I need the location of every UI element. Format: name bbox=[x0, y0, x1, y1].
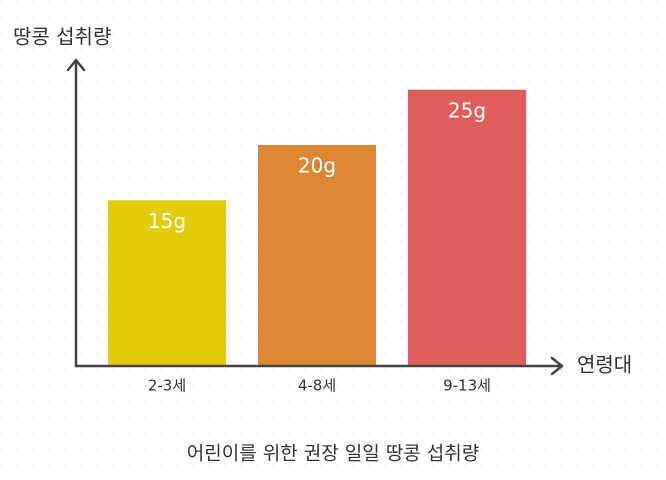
x-axis-label: 연령대 bbox=[577, 353, 632, 377]
bar bbox=[258, 145, 376, 366]
x-tick-label: 2-3세 bbox=[148, 377, 186, 395]
value-label: 25g bbox=[448, 98, 486, 122]
bar bbox=[108, 200, 226, 366]
y-axis-arrow bbox=[66, 58, 86, 72]
x-tick-label: 4-8세 bbox=[298, 377, 336, 395]
chart-title: 어린이를 위한 권장 일일 땅콩 섭취량 bbox=[187, 443, 479, 465]
bar bbox=[408, 89, 526, 366]
y-axis-label: 땅콩 섭취량 bbox=[13, 25, 111, 49]
axes bbox=[66, 58, 564, 376]
x-tick-label: 9-13세 bbox=[443, 377, 491, 395]
x-axis-arrow bbox=[550, 356, 564, 376]
value-label: 15g bbox=[148, 209, 186, 233]
value-label: 20g bbox=[298, 154, 336, 178]
